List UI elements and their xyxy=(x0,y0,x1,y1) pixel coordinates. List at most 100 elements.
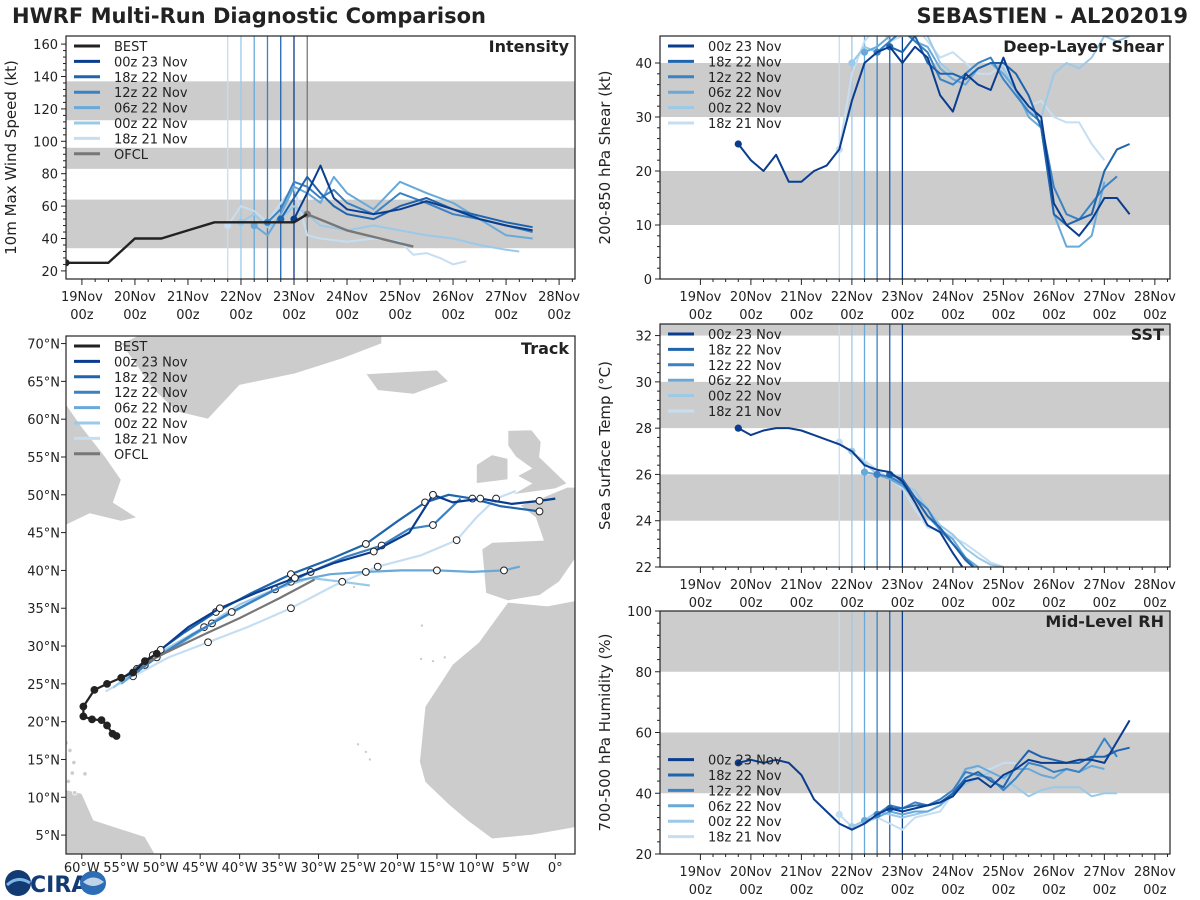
lat-tick-label: 40°N xyxy=(27,564,60,579)
track-point-12z-22-nov xyxy=(227,608,236,616)
series-group xyxy=(734,719,1131,831)
series-marker-06z-22-nov xyxy=(250,221,258,230)
x-tick-day: 28Nov xyxy=(538,290,580,305)
y-tick-label: 60 xyxy=(41,200,58,215)
legend-label-12z-22-nov: 12z 22 Nov xyxy=(708,784,782,799)
x-tick-day: 25Nov xyxy=(982,578,1024,593)
x-tick-day: 28Nov xyxy=(1134,290,1176,305)
y-tick-label: 26 xyxy=(635,468,652,483)
x-tick-hour: 00z xyxy=(1042,596,1066,611)
series-marker-18z-21-nov xyxy=(835,810,843,819)
land-greenland xyxy=(120,336,383,420)
series-line-12z-22-nov xyxy=(876,36,1118,221)
shaded-band xyxy=(66,199,575,249)
x-tick-day: 20Nov xyxy=(114,290,156,305)
track-point-best xyxy=(152,649,161,658)
y-tick-label: 80 xyxy=(41,168,58,183)
land-island xyxy=(430,659,435,664)
y-axis-label: Sea Surface Temp (°C) xyxy=(596,361,614,530)
legend-label-12z-22-nov: 12z 22 Nov xyxy=(708,359,782,374)
track-point-18z-21-nov xyxy=(204,638,212,647)
lat-tick-label: 20°N xyxy=(27,716,60,731)
x-tick-hour: 00z xyxy=(891,883,915,898)
legend-label-12z-22-nov: 12z 22 Nov xyxy=(114,386,188,401)
x-tick-day: 25Nov xyxy=(982,290,1024,305)
track-point-18z-22-nov xyxy=(535,507,544,516)
track-point-00z-23-nov xyxy=(535,496,544,505)
x-tick-day: 26Nov xyxy=(1033,865,1075,880)
legend-label-ofcl: OFCL xyxy=(114,148,149,163)
lat-tick-label: 35°N xyxy=(27,602,60,617)
lat-tick-label: 60°N xyxy=(27,413,60,428)
x-tick-hour: 00z xyxy=(494,308,518,323)
track-point-best xyxy=(117,673,126,682)
x-tick-day: 25Nov xyxy=(982,865,1024,880)
x-tick-day: 26Nov xyxy=(432,290,474,305)
lon-tick-label: 50°W xyxy=(143,861,179,876)
y-tick-label: 100 xyxy=(627,605,652,620)
x-tick-day: 21Nov xyxy=(780,290,822,305)
lat-tick-label: 50°N xyxy=(27,489,60,504)
track-series xyxy=(79,489,556,740)
x-tick-hour: 00z xyxy=(891,596,915,611)
x-tick-day: 24Nov xyxy=(932,865,974,880)
lat-tick-label: 25°N xyxy=(27,678,60,693)
track-point-18z-21-nov xyxy=(287,604,295,613)
track-point-00z-23-nov xyxy=(369,547,378,556)
track-line-18z-21-nov xyxy=(104,489,517,693)
lat-tick-label: 55°N xyxy=(27,451,60,466)
legend-label-best: BEST xyxy=(114,40,147,55)
track-point-00z-23-nov xyxy=(290,574,299,582)
x-tick-hour: 00z xyxy=(992,308,1016,323)
legend-label-06z-22-nov: 06z 22 Nov xyxy=(114,402,188,417)
series-group xyxy=(734,36,1131,248)
y-tick-label: 40 xyxy=(635,787,652,802)
y-tick-label: 100 xyxy=(33,135,58,150)
x-tick-hour: 00z xyxy=(1093,308,1117,323)
x-tick-hour: 00z xyxy=(1093,883,1117,898)
land-island xyxy=(363,749,368,754)
lon-tick-label: 15°W xyxy=(419,861,455,876)
lon-tick-label: 25°W xyxy=(340,861,376,876)
legend-label-12z-22-nov: 12z 22 Nov xyxy=(708,71,782,86)
x-tick-day: 22Nov xyxy=(831,578,873,593)
y-tick-label: 20 xyxy=(635,165,652,180)
lon-tick-label: 40°W xyxy=(222,861,258,876)
land-south-america xyxy=(66,789,156,854)
track-point-best xyxy=(103,679,111,688)
track-point-00z-23-nov xyxy=(215,604,224,613)
x-tick-day: 21Nov xyxy=(780,865,822,880)
y-tick-label: 120 xyxy=(33,103,58,118)
x-tick-day: 24Nov xyxy=(326,290,368,305)
series-marker-06z-22-nov xyxy=(860,48,869,56)
plot-frame xyxy=(65,335,576,855)
x-tick-hour: 00z xyxy=(1143,883,1167,898)
track-point-12z-22-nov xyxy=(429,521,437,529)
x-tick-hour: 00z xyxy=(547,308,571,323)
lat-tick-label: 45°N xyxy=(27,527,60,542)
legend-label-00z-22-nov: 00z 22 Nov xyxy=(708,815,782,830)
series-line-18z-22-nov xyxy=(889,473,975,567)
track-point-06z-22-nov xyxy=(361,568,370,576)
land-island xyxy=(82,771,88,777)
x-tick-hour: 00z xyxy=(840,883,864,898)
y-axis-label: 10m Max Wind Speed (kt) xyxy=(2,60,20,255)
track-line-00z-22-nov xyxy=(112,576,370,689)
land-canada xyxy=(66,403,139,526)
track-point-06z-22-nov xyxy=(432,566,441,575)
x-tick-hour: 00z xyxy=(790,308,814,323)
x-tick-day: 20Nov xyxy=(730,865,772,880)
x-tick-day: 22Nov xyxy=(831,290,873,305)
x-tick-day: 20Nov xyxy=(730,290,772,305)
shaded-band xyxy=(660,732,1170,794)
legend-label-06z-22-nov: 06z 22 Nov xyxy=(708,86,782,101)
y-tick-label: 30 xyxy=(635,376,652,391)
legend-label-18z-22-nov: 18z 22 Nov xyxy=(708,55,782,70)
track-point-best xyxy=(79,702,88,711)
land-island xyxy=(352,585,357,590)
y-tick-label: 20 xyxy=(41,265,58,280)
x-tick-day: 23Nov xyxy=(881,578,923,593)
x-tick-day: 28Nov xyxy=(1134,578,1176,593)
land-island xyxy=(67,747,73,754)
